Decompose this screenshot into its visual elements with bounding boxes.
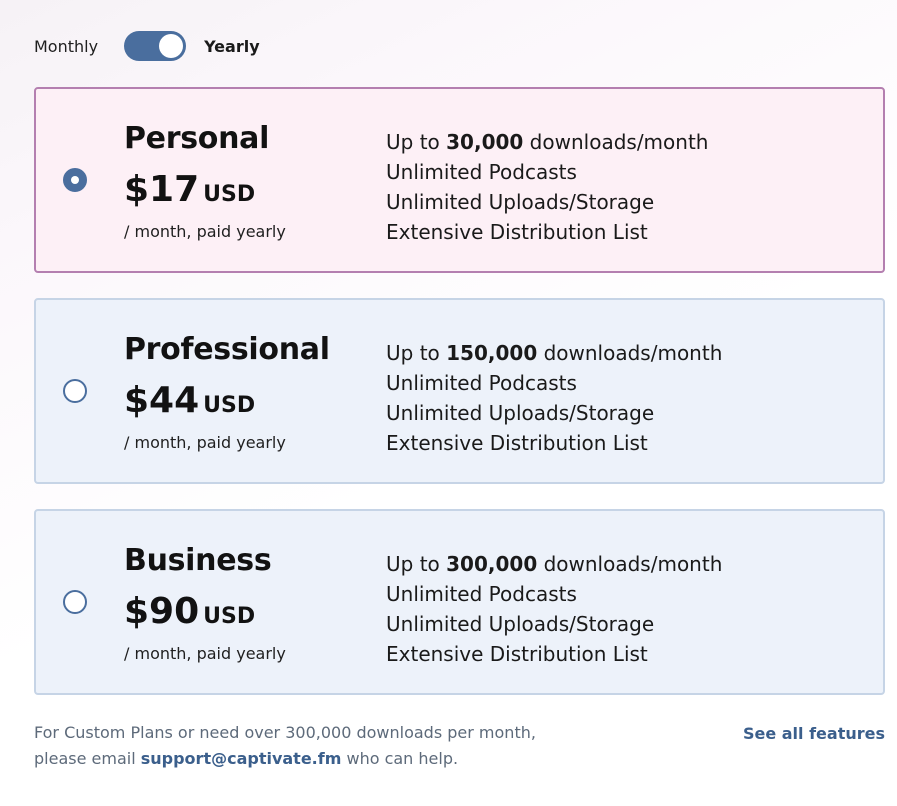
price-period: / month, paid yearly (124, 222, 286, 241)
downloads-limit: 300,000 (446, 552, 538, 576)
price-amount: $17 (124, 169, 200, 210)
custom-plans-note: For Custom Plans or need over 300,000 do… (34, 723, 536, 768)
plan-name: Professional (124, 332, 330, 367)
billing-period-switch[interactable] (124, 31, 187, 61)
plan-name: Business (124, 543, 272, 578)
plan-price: $17 USD (124, 169, 255, 210)
feature-downloads: Up to 150,000 downloads/month (386, 341, 723, 365)
downloads-limit: 150,000 (446, 341, 538, 365)
yearly-label[interactable]: Yearly (204, 36, 260, 56)
switch-knob (159, 34, 184, 58)
price-amount: $90 (124, 591, 200, 632)
price-currency: USD (203, 393, 256, 418)
feature-distribution: Extensive Distribution List (386, 220, 648, 244)
plan-radio-professional[interactable] (63, 379, 87, 403)
price-currency: USD (203, 604, 256, 629)
feature-list: Up to 150,000 downloads/month Unlimited … (386, 338, 722, 458)
feature-podcasts: Unlimited Podcasts (386, 371, 577, 395)
feature-storage: Unlimited Uploads/Storage (386, 401, 655, 425)
feature-distribution: Extensive Distribution List (386, 642, 648, 666)
price-period: / month, paid yearly (124, 433, 286, 452)
feature-podcasts: Unlimited Podcasts (386, 582, 577, 606)
monthly-label[interactable]: Monthly (34, 36, 99, 56)
plan-price: $90 USD (124, 591, 255, 632)
feature-storage: Unlimited Uploads/Storage (386, 190, 655, 214)
feature-distribution: Extensive Distribution List (386, 431, 648, 455)
plan-card-business[interactable]: Business $90 USD / month, paid yearly Up … (34, 509, 885, 695)
plan-name: Personal (124, 121, 270, 156)
feature-downloads: Up to 300,000 downloads/month (386, 552, 723, 576)
see-all-features-link[interactable]: See all features (742, 724, 885, 743)
plan-card-professional[interactable]: Professional $44 USD / month, paid yearly… (34, 298, 885, 484)
feature-list: Up to 300,000 downloads/month Unlimited … (386, 549, 722, 669)
plan-radio-personal[interactable] (63, 168, 87, 192)
price-amount: $44 (124, 380, 200, 421)
feature-storage: Unlimited Uploads/Storage (386, 612, 655, 636)
price-period: / month, paid yearly (124, 644, 286, 663)
plan-radio-business[interactable] (63, 590, 87, 614)
feature-downloads: Up to 30,000 downloads/month (386, 130, 709, 154)
feature-list: Up to 30,000 downloads/month Unlimited P… (386, 127, 708, 247)
downloads-limit: 30,000 (446, 130, 524, 154)
support-email-link[interactable]: support@captivate.fm (140, 749, 342, 768)
feature-podcasts: Unlimited Podcasts (386, 160, 577, 184)
plan-price: $44 USD (124, 380, 255, 421)
billing-toggle-row: Monthly Yearly (34, 28, 260, 64)
price-currency: USD (203, 182, 256, 207)
plan-card-personal[interactable]: Personal $17 USD / month, paid yearly Up … (34, 87, 885, 273)
